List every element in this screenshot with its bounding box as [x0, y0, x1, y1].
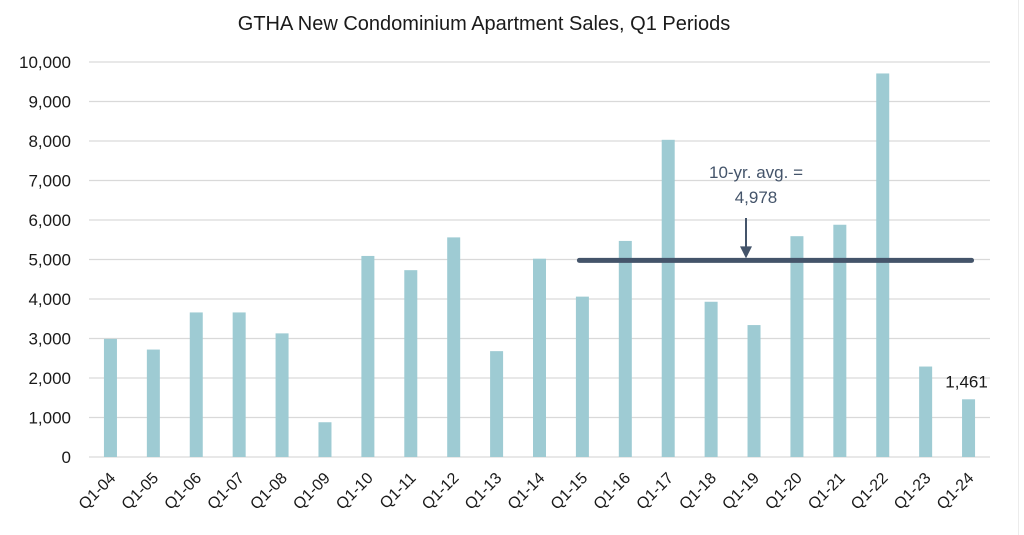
x-tick-label: Q1-05 [119, 470, 163, 514]
y-tick-label: 10,000 [19, 53, 71, 72]
x-tick-label: Q1-12 [419, 470, 463, 514]
x-tick-label: Q1-17 [634, 470, 678, 514]
bar-q1-08 [275, 333, 289, 457]
bar-q1-09 [318, 422, 332, 457]
y-tick-label: 9,000 [28, 93, 71, 112]
x-tick-label: Q1-14 [505, 470, 549, 514]
right-border [1018, 0, 1019, 535]
bar-q1-05 [146, 349, 160, 457]
x-tick-label: Q1-10 [333, 470, 377, 514]
bar-q1-23 [919, 366, 933, 457]
bar-q1-22 [876, 73, 890, 457]
x-tick-label: Q1-11 [377, 470, 420, 513]
average-reference: 10-yr. avg. = 4,978 [576, 163, 975, 263]
y-tick-label: 0 [62, 448, 71, 467]
y-tick-label: 5,000 [28, 251, 71, 270]
x-tick-label: Q1-06 [162, 470, 206, 514]
chart-title: GTHA New Condominium Apartment Sales, Q1… [238, 13, 730, 35]
x-tick-label: Q1-22 [848, 470, 892, 514]
x-tick-label: Q1-19 [719, 470, 763, 514]
x-tick-label: Q1-21 [805, 470, 849, 514]
y-tick-label: 8,000 [28, 132, 71, 151]
bar-q1-12 [447, 237, 461, 457]
x-tick-label: Q1-07 [205, 470, 249, 514]
bar-q1-21 [833, 224, 847, 457]
x-tick-label: Q1-23 [891, 470, 935, 514]
y-tick-label: 4,000 [28, 290, 71, 309]
y-tick-label: 2,000 [28, 369, 71, 388]
x-tick-label: Q1-24 [934, 470, 978, 514]
bar-q1-04 [103, 338, 117, 457]
bar-q1-16 [618, 240, 632, 457]
x-tick-label: Q1-20 [762, 470, 806, 514]
bar-q1-24 [962, 399, 976, 457]
x-tick-label: Q1-16 [591, 470, 635, 514]
bar-q1-20 [790, 236, 804, 457]
bar-q1-15 [575, 296, 589, 457]
y-tick-label: 1,000 [28, 409, 71, 428]
x-tick-label: Q1-08 [247, 470, 291, 514]
data-labels: 1,461 [945, 372, 988, 391]
bar-q1-18 [704, 301, 718, 457]
x-tick-label: Q1-04 [76, 470, 120, 514]
y-tick-label: 7,000 [28, 172, 71, 191]
x-tick-label: Q1-15 [548, 470, 592, 514]
y-axis: 0 1,000 2,000 3,000 4,000 5,000 6,000 7,000 8,00… [19, 53, 71, 467]
x-axis: Q1-04 Q1-05 Q1-06 Q1-07 Q1-08 Q1-09 Q1-10 Q1-11… [76, 470, 978, 514]
bar-q1-17 [661, 139, 675, 457]
bar-q1-13 [490, 351, 504, 457]
data-label: 1,461 [945, 372, 988, 391]
x-tick-label: Q1-18 [676, 470, 720, 514]
bar-q1-07 [232, 312, 246, 457]
bars [103, 73, 976, 457]
bar-q1-06 [189, 312, 203, 457]
average-label-line1: 10-yr. avg. = [709, 163, 803, 182]
y-tick-label: 6,000 [28, 211, 71, 230]
x-tick-label: Q1-13 [462, 470, 506, 514]
bar-q1-10 [361, 255, 375, 457]
y-tick-label: 3,000 [28, 330, 71, 349]
x-tick-label: Q1-09 [290, 470, 334, 514]
bar-q1-11 [404, 270, 418, 457]
average-label-line2: 4,978 [735, 188, 778, 207]
bar-q1-19 [747, 325, 761, 457]
bar-q1-14 [533, 258, 546, 457]
arrow-down-icon [740, 246, 752, 259]
